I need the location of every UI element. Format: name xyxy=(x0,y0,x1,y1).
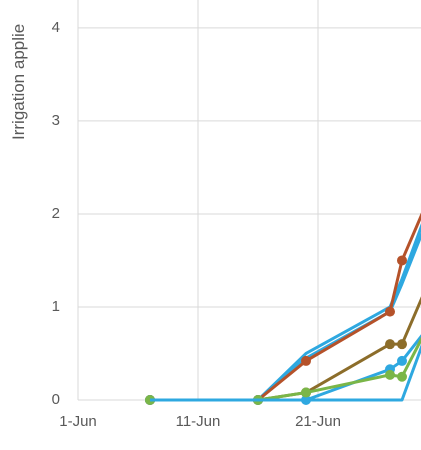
marker xyxy=(397,371,407,382)
marker xyxy=(385,306,395,317)
marker xyxy=(385,369,395,380)
series-line xyxy=(150,296,421,402)
series-line xyxy=(150,344,421,402)
marker xyxy=(301,355,311,366)
y-tick-label: 0 xyxy=(52,391,60,408)
y-tick-label: 1 xyxy=(52,298,60,315)
marker xyxy=(385,339,395,350)
y-tick-label: 3 xyxy=(52,112,60,129)
x-tick-label: 1-Jun xyxy=(59,413,97,430)
marker xyxy=(397,355,407,366)
x-tick-label: 21-Jun xyxy=(295,413,341,430)
x-tick-label: 11-Jun xyxy=(176,413,221,430)
y-axis-label: Irrigation applie xyxy=(9,24,28,140)
y-tick-label: 4 xyxy=(52,19,60,36)
marker xyxy=(397,255,407,266)
series-line xyxy=(150,334,421,402)
series-line xyxy=(150,212,421,402)
series-line xyxy=(150,336,421,402)
marker xyxy=(301,387,311,398)
marker xyxy=(397,339,407,350)
y-tick-label: 2 xyxy=(52,205,60,222)
